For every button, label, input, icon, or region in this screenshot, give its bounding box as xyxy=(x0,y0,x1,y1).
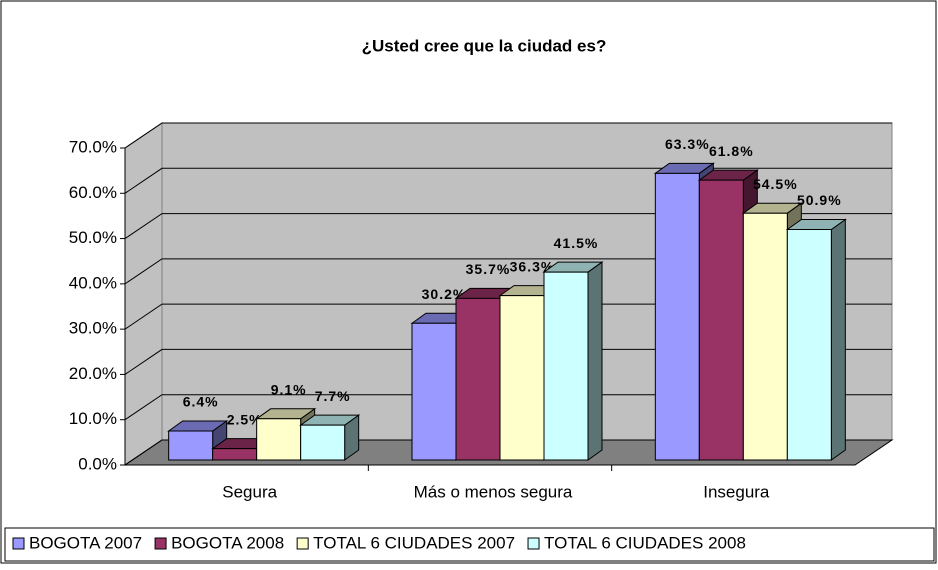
bar-front xyxy=(499,295,545,461)
x-tick-label: Segura xyxy=(222,482,277,501)
data-label: 36.3% xyxy=(510,258,555,274)
y-tick-label: 40.0% xyxy=(69,273,117,292)
legend-swatch xyxy=(154,537,167,550)
bar-front xyxy=(698,179,744,461)
data-label: 6.4% xyxy=(183,394,219,410)
data-label: 41.5% xyxy=(554,235,599,251)
grid-line xyxy=(124,213,892,239)
legend-label: BOGOTA 2008 xyxy=(171,533,284,552)
data-label: 7.7% xyxy=(315,388,351,404)
grid-line xyxy=(124,167,892,194)
bar-front xyxy=(168,430,214,461)
legend-swatch xyxy=(527,537,540,550)
legend-swatch xyxy=(12,537,25,550)
bar-front xyxy=(212,448,258,461)
grid-line xyxy=(124,122,892,149)
bar-front xyxy=(300,424,346,461)
bar-front xyxy=(411,322,457,461)
data-label: 35.7% xyxy=(466,261,511,277)
grid-line xyxy=(124,439,892,466)
data-label: 61.8% xyxy=(709,143,754,159)
x-tick-label: Más o menos segura xyxy=(414,482,573,501)
x-tick-label: Insegura xyxy=(703,482,770,501)
y-tick-label: 30.0% xyxy=(69,319,117,338)
data-label: 50.9% xyxy=(797,192,842,208)
y-tick-label: 0.0% xyxy=(78,454,117,473)
y-tick-label: 10.0% xyxy=(69,409,117,428)
legend-swatch xyxy=(296,537,309,550)
bar-front xyxy=(654,172,700,461)
grid-line xyxy=(124,394,892,421)
legend-label: BOGOTA 2007 xyxy=(29,533,142,552)
data-label: 63.3% xyxy=(665,136,710,152)
bar-side xyxy=(830,218,846,461)
grid-line xyxy=(124,258,892,285)
grid-line xyxy=(124,303,892,330)
y-tick-label: 60.0% xyxy=(69,183,117,202)
y-tick-label: 20.0% xyxy=(69,364,117,383)
bar xyxy=(785,218,847,461)
data-label: 30.2% xyxy=(422,286,467,302)
bar xyxy=(299,414,361,461)
bar-front xyxy=(786,228,832,461)
side-wall xyxy=(124,122,163,466)
bar-front xyxy=(742,212,788,461)
data-label: 9.1% xyxy=(271,381,307,397)
data-label: 2.5% xyxy=(227,411,263,427)
bar-front xyxy=(455,297,501,461)
legend-label: TOTAL 6 CIUDADES 2007 xyxy=(313,533,515,552)
chart-title: ¿Usted cree que la ciudad es? xyxy=(362,36,607,55)
legend-label: TOTAL 6 CIUDADES 2008 xyxy=(544,533,746,552)
bar-front xyxy=(256,418,302,461)
y-tick-label: 70.0% xyxy=(69,137,117,156)
y-tick-label: 50.0% xyxy=(69,228,117,247)
bar xyxy=(542,261,604,461)
data-label: 54.5% xyxy=(753,176,798,192)
bar-front xyxy=(543,271,589,461)
bar xyxy=(167,420,229,461)
bar-side xyxy=(587,261,603,461)
grid-line xyxy=(124,348,892,375)
